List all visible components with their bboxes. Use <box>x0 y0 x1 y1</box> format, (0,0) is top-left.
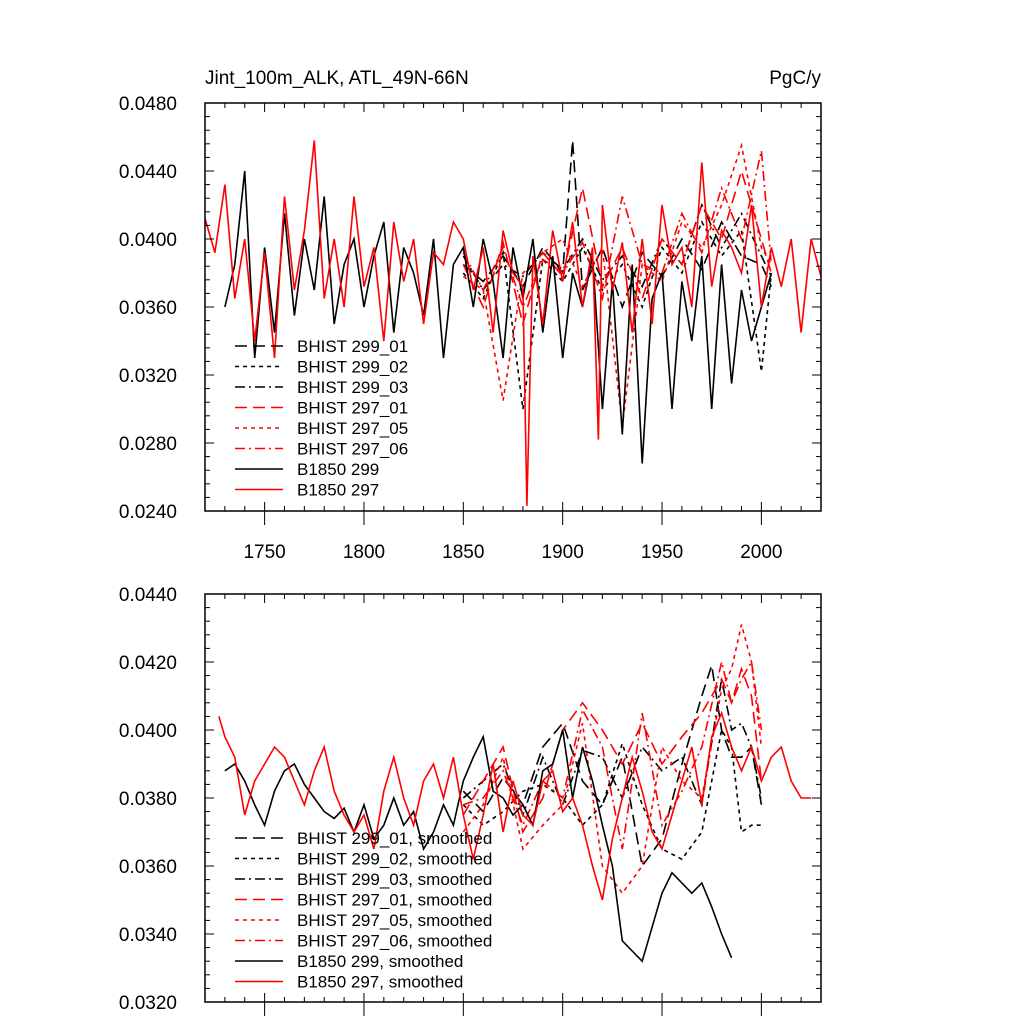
top-axis-ticks: 0.0240 0.0280 0.0320 0.0360 0.0400 0.0440 0.04… <box>119 94 822 563</box>
x-tick-label: 1850 <box>442 542 484 563</box>
y-tick-label: 0.0380 <box>119 789 177 810</box>
legend-label-6: B1850 299, smoothed <box>297 952 463 971</box>
legend-label-2: BHIST 299_03 <box>297 378 408 397</box>
x-tick-label: 1950 <box>641 542 683 563</box>
x-tick-label: 1750 <box>243 542 285 563</box>
top-chart-units: PgC/y <box>769 68 821 89</box>
y-tick-label: 0.0360 <box>119 298 177 319</box>
bottom-plot-frame <box>204 593 822 1003</box>
legend-label-4: BHIST 297_05 <box>297 419 408 438</box>
legend-label-0: BHIST 299_01, smoothed <box>297 829 492 848</box>
x-tick-label: 1900 <box>542 542 584 563</box>
top-series-lines <box>204 140 822 506</box>
legend-label-0: BHIST 299_01 <box>297 337 408 356</box>
series-line-1-6 <box>224 729 733 963</box>
series-line-1-2 <box>462 678 763 818</box>
y-tick-label: 0.0240 <box>119 502 177 523</box>
series-line-0-1 <box>462 220 773 410</box>
legend-label-2: BHIST 299_03, smoothed <box>297 870 492 889</box>
legend-label-1: BHIST 299_02, smoothed <box>297 850 492 869</box>
bottom-axis-ticks: 0.0320 0.0340 0.0360 0.0380 0.0400 0.0420 0.04… <box>119 585 822 1016</box>
legend-label-1: BHIST 299_02 <box>297 358 408 377</box>
series-line-1-4 <box>462 624 763 895</box>
legend-label-7: B1850 297 <box>297 481 379 500</box>
series-line-0-6 <box>224 170 773 464</box>
legend-label-4: BHIST 297_05, smoothed <box>297 911 492 930</box>
legend-label-7: B1850 297, smoothed <box>297 973 463 992</box>
series-line-0-3 <box>462 168 773 328</box>
y-tick-label: 0.0280 <box>119 434 177 455</box>
series-line-0-5 <box>462 150 773 310</box>
y-tick-label: 0.0320 <box>119 993 177 1014</box>
x-tick-label: 2000 <box>740 542 782 563</box>
y-tick-label: 0.0400 <box>119 721 177 742</box>
y-tick-label: 0.0320 <box>119 366 177 387</box>
top-panel: Jint_100m_ALK, ATL_49N-66N PgC/y 0.02400… <box>119 68 822 563</box>
y-tick-label: 0.0440 <box>119 162 177 183</box>
legend-label-5: BHIST 297_06, smoothed <box>297 932 492 951</box>
legend-label-3: BHIST 297_01, smoothed <box>297 891 492 910</box>
y-tick-label: 0.0440 <box>119 585 177 606</box>
series-line-1-7 <box>218 710 812 901</box>
series-line-0-7 <box>204 140 822 506</box>
bottom-legend: BHIST 299_01, smoothed BHIST 299_02, smoo… <box>235 829 492 992</box>
y-tick-label: 0.0420 <box>119 653 177 674</box>
y-tick-label: 0.0360 <box>119 857 177 878</box>
series-line-1-5 <box>463 659 763 850</box>
bottom-panel: 0.0320 0.0340 0.0360 0.0380 0.0400 0.0420 0.04… <box>119 585 822 1016</box>
legend-label-3: BHIST 297_01 <box>297 399 408 418</box>
bottom-series-lines <box>218 624 812 963</box>
x-tick-label: 1800 <box>343 542 385 563</box>
legend-label-6: B1850 299 <box>297 460 379 479</box>
top-plot-frame <box>204 102 822 512</box>
y-tick-label: 0.0480 <box>119 94 177 115</box>
series-line-0-2 <box>462 202 773 292</box>
top-chart-title: Jint_100m_ALK, ATL_49N-66N <box>205 68 469 89</box>
y-tick-label: 0.0340 <box>119 925 177 946</box>
y-tick-label: 0.0400 <box>119 230 177 251</box>
legend-label-5: BHIST 297_06 <box>297 440 408 459</box>
